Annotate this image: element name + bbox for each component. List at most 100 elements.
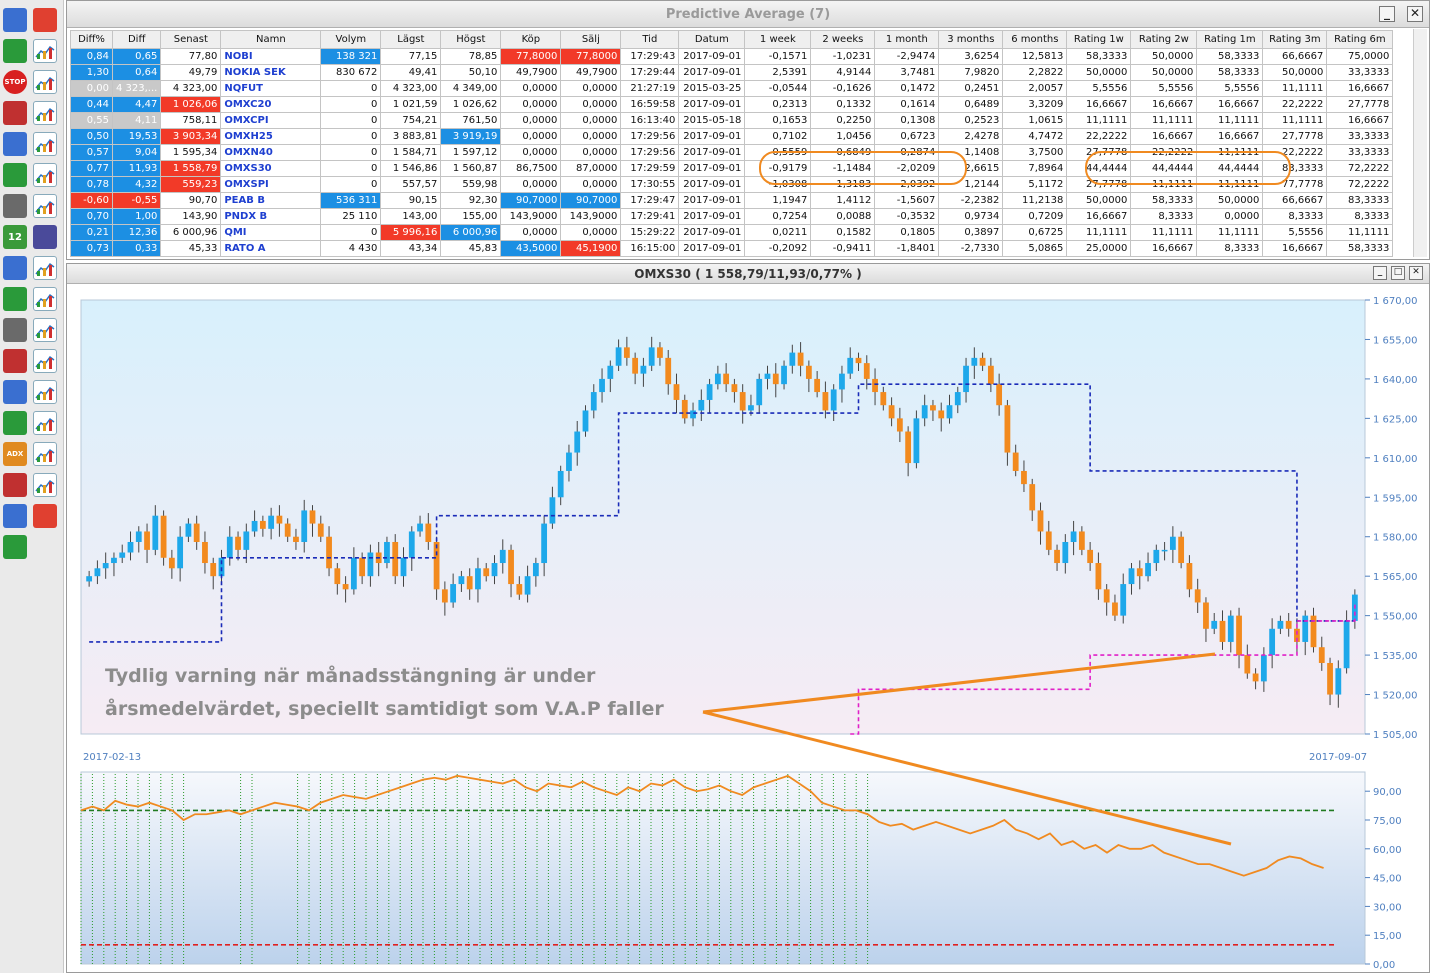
col-header[interactable]: Köp [500,30,562,49]
col-header[interactable]: Rating 1m [1196,30,1264,49]
close-button[interactable]: ✕ [1407,6,1423,22]
ma-icon[interactable] [3,411,27,435]
table-cell: 16,6667 [1196,128,1264,145]
candle-body [251,520,258,532]
chart-m2-icon[interactable] [33,256,57,280]
table-cell: 0,6725 [1002,224,1068,241]
chart-b-icon[interactable] [33,163,57,187]
chart-maximize-button[interactable]: □ [1391,266,1405,280]
col-header[interactable]: 1 week [744,30,812,49]
table-cell: -1,0308 [744,176,812,193]
table-row[interactable]: 0,55 4,11 758,11 OMXCPI 0 754,21 761,50 0,0000 0… [70,112,1394,129]
col-header[interactable]: Rating 1w [1066,30,1132,49]
candle-body [342,584,349,590]
chart-d-icon[interactable] [33,380,57,404]
bars3-icon[interactable] [33,473,57,497]
candle-body [350,557,357,590]
candle-body [400,557,407,577]
chart-m-icon[interactable] [33,70,57,94]
annotation-line-2: årsmedelvärdet, speciellt samtidigt som … [105,696,664,720]
spiral-icon[interactable] [3,194,27,218]
scatter-icon[interactable] [33,225,57,249]
col-header[interactable]: 6 months [1002,30,1068,49]
pin-icon[interactable] [3,132,27,156]
table-row[interactable]: 0,77 11,93 1 558,79 OMXS30 0 1 546,86 1 560,87… [70,160,1394,177]
chart-o-icon[interactable] [33,318,57,342]
table-cell: 66,6667 [1262,192,1328,209]
minimize-button[interactable]: _ [1379,6,1395,22]
col-header[interactable]: 2 weeks [810,30,876,49]
col-header[interactable]: Sälj [560,30,622,49]
table-row[interactable]: 0,50 19,53 3 903,34 OMXH25 0 3 883,81 3 919,19… [70,128,1394,145]
chart-v-icon[interactable] [33,39,57,63]
document-icon[interactable] [33,8,57,32]
compass-w-icon[interactable] [3,318,27,342]
bars-icon[interactable] [33,411,57,435]
col-header[interactable]: Högst [440,30,502,49]
yin-yang-icon[interactable] [3,101,27,125]
table-row[interactable]: 0,44 4,47 1 026,06 OMXC20 0 1 021,59 1 026,62 0… [70,96,1394,113]
col-header[interactable]: Rating 6m [1326,30,1394,49]
col-header[interactable]: Tid [620,30,680,49]
col-header[interactable]: Diff [111,30,162,49]
table-cell: -1,1484 [810,160,876,177]
compass-icon[interactable] [3,256,27,280]
y-tick-label: 1 655,00 [1373,335,1418,346]
bars2-icon[interactable] [33,442,57,466]
wave-icon[interactable] [3,473,27,497]
candle-body [1103,589,1110,603]
col-header[interactable]: Namn [220,30,322,49]
table-row[interactable]: 0,78 4,32 559,23 OMXSPI 0 557,57 559,98 0,0000 0… [70,176,1394,193]
col-header[interactable]: Volym [320,30,382,49]
chart-r-icon[interactable] [33,287,57,311]
instrument-name: QMI [220,224,322,241]
table-row[interactable]: -0,60 -0,55 90,70 PEAB B 536 311 90,15 92,30 90… [70,192,1394,209]
table-row[interactable]: 1,30 0,64 49,79 NOKIA SEK 830 672 49,41 50,10 4… [70,64,1394,81]
table-scrollbar[interactable] [1413,29,1427,257]
table-cell: 536 311 [320,192,382,209]
chart-canvas[interactable]: 1 505,00 1 520,00 1 535,00 1 550,00 1 565,00… [67,264,1431,974]
chart-close-button[interactable]: ✕ [1409,266,1423,280]
calendar-icon[interactable]: 12 [3,225,27,249]
compass-no-icon[interactable] [3,349,27,373]
col-header[interactable]: 1 month [874,30,940,49]
alarm-icon[interactable] [3,504,27,528]
y-tick-label: 1 580,00 [1373,533,1418,544]
y-tick-label: 60,00 [1373,845,1402,856]
filter-icon[interactable] [33,504,57,528]
candle-body [822,392,829,411]
col-header[interactable]: Rating 2w [1130,30,1198,49]
table-row[interactable]: 0,70 1,00 143,90 PNDX B 25 110 143,00 155,00 14… [70,208,1394,225]
anchor-icon[interactable] [3,380,27,404]
chart-f-icon[interactable] [33,194,57,218]
table-row[interactable]: 0,57 9,04 1 595,34 OMXN40 0 1 584,71 1 597,12 0… [70,144,1394,161]
table-cell: 83,3333 [1262,160,1328,177]
table-cell: 4,11 [111,112,162,129]
bar-chart-icon[interactable] [3,39,27,63]
person-icon[interactable] [3,163,27,187]
page-icon[interactable] [3,535,27,559]
col-header[interactable]: Diff% [70,30,113,49]
table-cell: 0,0000 [500,96,562,113]
chart-2-icon[interactable] [33,132,57,156]
table-row[interactable]: 0,00 4 323,... 4 323,00 NQFUT 0 4 323,00 4 349… [70,80,1394,97]
chart-minimize-button[interactable]: _ [1373,266,1387,280]
table-cell: 11,2138 [1002,192,1068,209]
stop-icon[interactable]: STOP [3,70,27,94]
col-header[interactable]: Datum [678,30,746,49]
col-header[interactable]: Rating 3m [1262,30,1328,49]
chart-s-icon[interactable] [33,349,57,373]
table-row[interactable]: 0,84 0,65 77,80 NOBI 138 321 77,15 78,85 77,800… [70,48,1394,65]
table-cell: 0 [320,112,382,129]
col-header[interactable]: Senast [160,30,222,49]
adx-icon[interactable]: ADX [3,442,27,466]
table-cell: 2017-09-01 [678,96,746,113]
table-row[interactable]: 0,21 12,36 6 000,96 QMI 0 5 996,16 6 000,96 0,0… [70,224,1394,241]
wrench-icon[interactable] [3,8,27,32]
compass-n-icon[interactable] [3,287,27,311]
col-header[interactable]: Lägst [380,30,442,49]
table-cell: 92,30 [440,192,502,209]
chart-1-icon[interactable] [33,101,57,125]
col-header[interactable]: 3 months [938,30,1004,49]
